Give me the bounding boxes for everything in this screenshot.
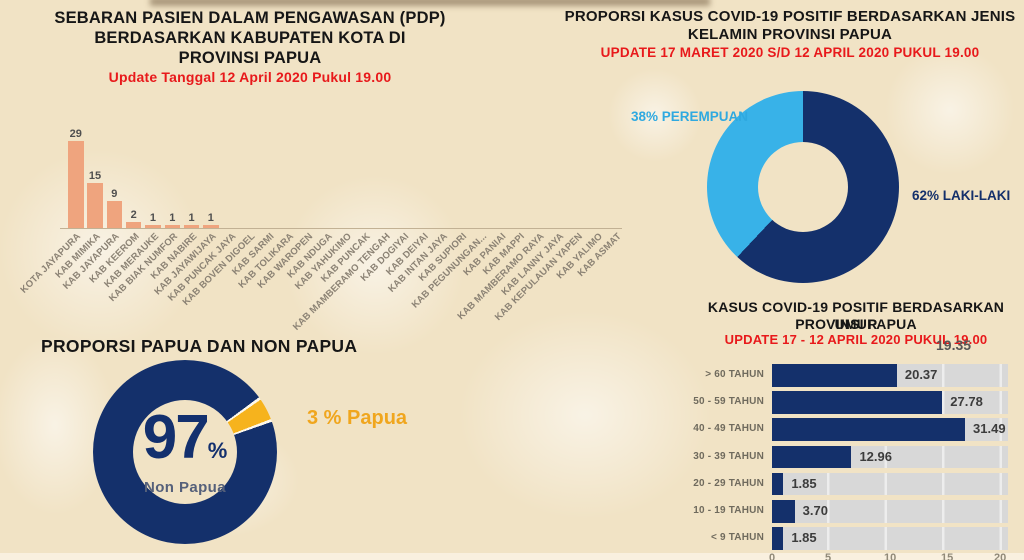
age-axis-tick-label: 10 [884,552,897,560]
gender-title-line-2: KELAMIN PROVINSI PAPUA [687,26,893,43]
background-smudge [150,0,710,6]
age-bar-value-label: 1.85 [791,530,817,546]
age-stray-value-label: 19.35 [936,337,972,353]
age-bar [772,527,784,550]
gender-update-subtitle: UPDATE 17 MARET 2020 S/D 12 APRIL 2020 P… [600,45,980,60]
age-bar [772,472,784,496]
pdp-title-line-2: BERDASARKAN KABUPATEN KOTA DI [94,29,406,47]
pdp-bar-value-label: 9 [111,188,118,200]
papua-center-text: 97% Non Papua [118,407,252,497]
background-edge-strip [0,553,1024,560]
pdp-update-subtitle: Update Tanggal 12 April 2020 Pukul 19.00 [108,69,392,85]
pdp-bar [125,222,142,228]
age-category-label: 50 - 59 TAHUN [693,396,764,408]
age-axis-tick-label: 20 [994,552,1007,560]
age-bar [772,391,943,414]
papua-center-label: Non Papua [144,479,226,496]
age-category-label: 10 - 19 TAHUN [693,505,764,516]
gender-label-perempuan: 38% PEREMPUAN [631,109,749,124]
age-bar-value-label: 31.49 [973,421,1006,437]
gender-donut-hole [758,142,848,232]
age-bar-track [772,527,1008,550]
pdp-bar [87,183,103,228]
papua-donut-hole [133,400,237,504]
age-bar [772,364,897,387]
age-bar-value-label: 27.78 [950,394,983,410]
pdp-bar-value-label: 1 [149,212,156,224]
pdp-bar-value-label: 15 [88,170,102,182]
gender-donut-chart [707,91,899,283]
papua-title: PROPORSI PAPUA DAN NON PAPUA [41,336,358,356]
age-bar-track [772,472,1008,496]
age-bar [772,445,852,469]
age-category-label: < 9 TAHUN [710,532,764,544]
age-bar-track [772,500,1008,523]
pdp-bar [183,225,200,228]
age-update-subtitle: UPDATE 17 - 12 APRIL 2020 PUKUL 19.00 [724,332,988,347]
papua-center-value: 97 [142,403,210,472]
papua-slice-callout: 3 % Papua [307,407,408,429]
papua-center-unit: % [207,438,228,463]
pdp-bar-plot: 29 15 9 2 1 1 1 1 [60,128,622,229]
gender-label-laki-laki: 62% LAKI-LAKI [912,188,1011,203]
pdp-category-axis-labels: KOTA JAYAPURA KAB MIMIKA KAB JAYAPURA KAB K… [18,231,624,333]
age-category-label: 20 - 29 TAHUN [693,477,764,489]
age-bar-value-label: 20.37 [904,367,938,382]
papua-donut-chart [93,360,277,544]
pdp-bar-value-label: 1 [188,212,195,224]
age-axis-tick-label: 0 [769,552,776,560]
pdp-bar-value-label: 2 [130,209,137,221]
age-bar-value-label: 12.96 [859,448,892,464]
pdp-bar-value-label: 29 [69,128,82,140]
pdp-bar [203,225,219,228]
pdp-title-line-3: PROVINSI PAPUA [178,49,322,67]
age-category-label: 30 - 39 TAHUN [693,450,764,462]
age-category-label: 40 - 49 TAHUN [693,423,764,435]
pdp-bar-value-label: 1 [169,212,176,224]
pdp-bar [145,225,161,228]
age-bar-value-label: 1.85 [791,475,817,491]
age-category-label: > 60 TAHUN [705,369,764,380]
age-title-line-2: PROVINSI PAPUA [795,316,917,332]
pdp-bar-value-label: 1 [207,212,214,224]
age-bar [772,418,966,441]
age-title-line-1: KASUS COVID-19 POSITIF BERDASARKAN UMUR [707,299,1005,332]
gender-title-line-1: PROPORSI KASUS COVID-19 POSITIF BERDASAR… [564,8,1016,25]
age-axis-tick-label: 5 [825,552,832,560]
pdp-bar [164,225,180,228]
pdp-bar [68,141,84,228]
age-bar [772,500,795,523]
pdp-bar [106,201,123,228]
age-axis-tick-label: 15 [941,552,954,560]
age-bar-value-label: 3.70 [802,503,828,518]
pdp-title-line-1: SEBARAN PASIEN DALAM PENGAWASAN (PDP) [54,9,446,27]
